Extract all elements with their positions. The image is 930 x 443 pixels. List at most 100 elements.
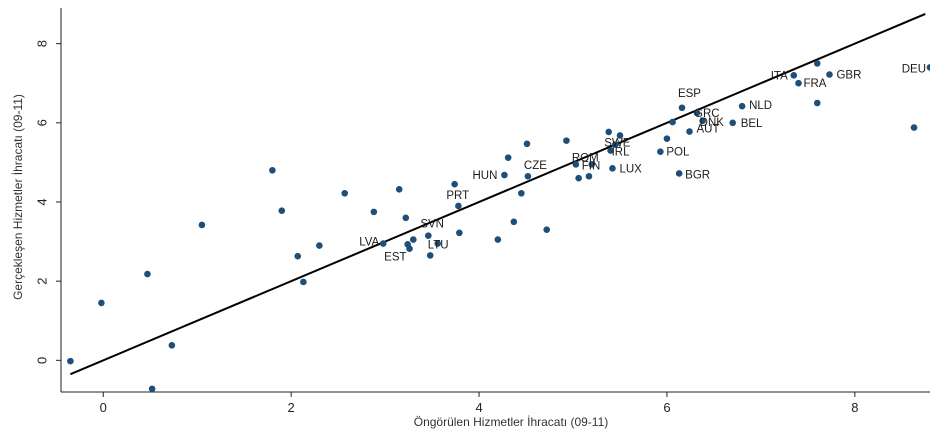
point-bgr	[675, 170, 683, 177]
x-tick-label: 8	[851, 400, 858, 415]
point-grc	[693, 109, 701, 117]
point-label-hun: HUN	[473, 170, 498, 182]
point-hun	[501, 171, 508, 179]
point-est	[406, 245, 413, 252]
point-label-cze: CZE	[524, 160, 547, 172]
point-label-aut: AUT	[696, 124, 719, 136]
data-point	[663, 135, 671, 142]
point-pol	[657, 148, 664, 156]
point-label-lva: LVA	[359, 237, 379, 249]
point-label-esp: ESP	[678, 88, 701, 100]
point-ita	[790, 71, 798, 79]
data-point	[370, 208, 378, 216]
point-label-deu: DEU	[902, 63, 926, 75]
point-label-grc: GRC	[694, 108, 720, 120]
data-point	[605, 128, 613, 136]
data-point	[616, 132, 624, 139]
point-swe	[611, 141, 619, 148]
data-point	[67, 357, 74, 365]
data-point	[98, 299, 105, 307]
data-point	[494, 236, 502, 243]
x-tick-label: 6	[663, 400, 670, 415]
point-deu	[926, 64, 930, 71]
point-label-pol: POL	[666, 147, 690, 159]
x-tick-label: 4	[475, 400, 482, 415]
data-point	[294, 252, 302, 260]
data-point	[148, 385, 156, 393]
point-label-nld: NLD	[749, 100, 772, 112]
point-label-ltu: LTU	[428, 240, 449, 252]
point-fra	[795, 79, 802, 87]
data-point	[341, 189, 349, 197]
point-svn	[425, 232, 432, 239]
data-point	[269, 167, 276, 174]
point-fin	[588, 161, 596, 168]
data-point	[813, 99, 821, 107]
point-label-fra: FRA	[803, 78, 826, 90]
point-ltu	[434, 240, 442, 247]
point-label-fin: FIN	[582, 160, 601, 172]
data-point	[456, 229, 463, 237]
point-label-dnk: DNK	[700, 117, 725, 129]
point-prt	[455, 202, 462, 210]
y-tick-label: 2	[34, 278, 49, 285]
y-tick-label: 8	[34, 40, 49, 47]
y-tick-label: 4	[34, 198, 49, 205]
point-irl	[607, 147, 614, 154]
data-point	[402, 214, 410, 222]
data-point	[518, 189, 525, 197]
point-cze	[524, 172, 532, 180]
point-label-svn: SVN	[420, 219, 444, 231]
data-point	[198, 221, 206, 229]
data-point	[316, 242, 323, 249]
data-point	[409, 236, 417, 243]
point-lux	[609, 165, 616, 172]
point-label-bgr: BGR	[685, 169, 710, 181]
axes: 0 2 4 6 8 0 2 4 6 8	[34, 8, 930, 415]
point-label-bel: BEL	[741, 118, 763, 130]
y-tick-label: 6	[34, 119, 49, 126]
data-point	[278, 207, 286, 214]
point-label-lux: LUX	[619, 163, 642, 175]
data-point	[395, 186, 403, 193]
point-dnk	[699, 117, 706, 125]
point-label-swe: SWE	[604, 138, 631, 150]
data-point	[669, 118, 676, 126]
point-label-prt: PRT	[446, 190, 469, 202]
data-point	[523, 140, 531, 148]
x-axis-title: Öngörülen Hizmetler İhracatı (09-11)	[414, 415, 609, 429]
data-point	[144, 270, 151, 278]
y-axis-title: Gerçekleşen Hizmetler İhracatı (09-11)	[11, 94, 25, 300]
data-point	[451, 180, 458, 188]
data-point	[168, 341, 176, 349]
point-nld	[738, 102, 746, 110]
point-label-irl: IRL	[612, 147, 631, 159]
y-tick-label: 0	[34, 357, 49, 364]
point-rom	[572, 161, 580, 168]
data-point	[543, 226, 551, 233]
data-point	[300, 278, 307, 286]
point-label-est: EST	[384, 252, 406, 264]
x-tick-label: 0	[100, 400, 107, 415]
point-lva	[379, 240, 387, 247]
point-label-rom: ROM	[572, 152, 599, 164]
x-tick-label: 2	[288, 400, 295, 415]
fit-line	[70, 13, 926, 376]
point-gbr	[826, 71, 833, 78]
data-point	[510, 218, 518, 226]
point-aut	[686, 128, 693, 135]
data-point	[426, 252, 434, 259]
data-point	[813, 60, 821, 67]
point-esp	[678, 104, 686, 112]
data-point	[575, 174, 582, 182]
point-label-gbr: GBR	[836, 70, 861, 82]
fit-line-layer	[70, 13, 926, 376]
data-point	[563, 137, 570, 144]
points-layer	[67, 60, 930, 393]
data-point	[504, 154, 512, 161]
point-bel	[729, 119, 737, 127]
data-point	[585, 172, 593, 180]
